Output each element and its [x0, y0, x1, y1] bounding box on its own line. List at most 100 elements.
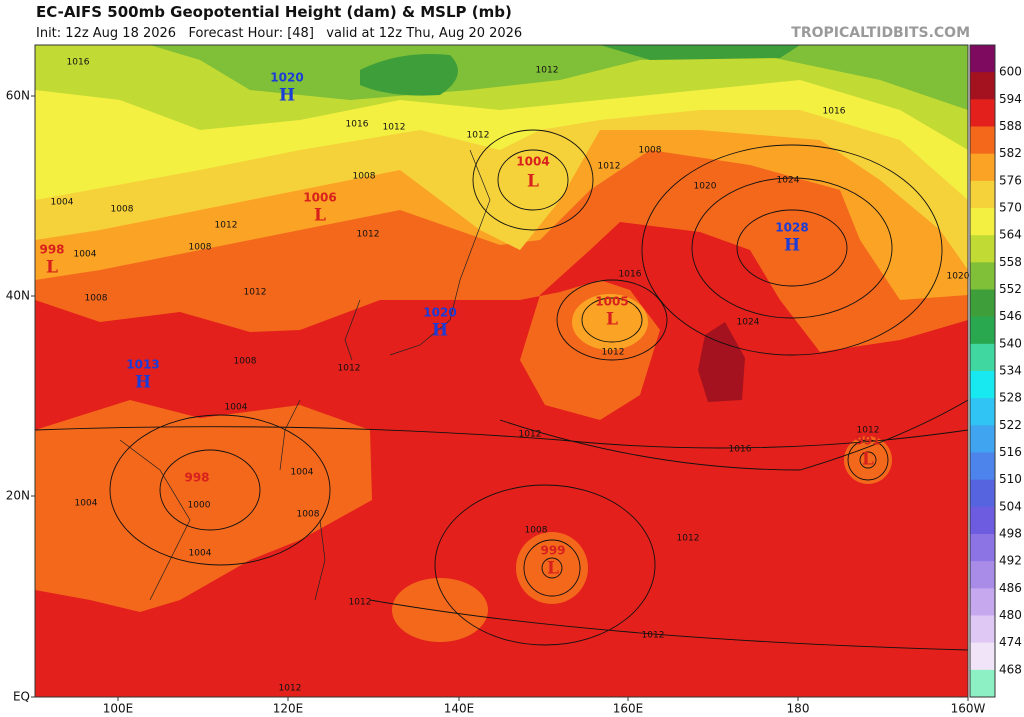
isobar-label: 1024: [777, 176, 800, 186]
isobar-label: 1016: [729, 445, 752, 455]
isobar-label: 1000: [188, 501, 211, 511]
lon-label: 160E: [613, 702, 644, 716]
isobar-label: 1008: [297, 510, 320, 520]
isobar-label: 1012: [244, 288, 267, 298]
colorbar-label: 522: [999, 418, 1022, 432]
center-pressure: 1020: [270, 71, 303, 85]
height-field: [150, 45, 968, 110]
colorbar-label: 534: [999, 364, 1022, 378]
isobar-label: 1004: [225, 403, 248, 413]
colorbar-label: 468: [999, 662, 1022, 676]
site-credit: TROPICALTIDBITS.COM: [791, 25, 970, 41]
colorbar-swatch: [970, 262, 995, 290]
isobar-label: 1008: [234, 357, 257, 367]
colorbar-label: 540: [999, 336, 1022, 350]
colorbar-swatch: [970, 343, 995, 372]
isobar-label: 1012: [857, 426, 880, 436]
center-letter: H: [432, 321, 448, 341]
center-pressure: 1004: [516, 155, 549, 169]
isobar-label: 1016: [346, 120, 369, 130]
lon-label: 120E: [273, 702, 304, 716]
colorbar-swatch: [970, 479, 995, 508]
isobar-label: 1012: [602, 348, 625, 358]
center-pressure: 998: [39, 243, 64, 257]
colorbar-swatch: [970, 561, 995, 589]
center-pressure: 1006: [303, 191, 336, 205]
center-letter: H: [784, 236, 800, 256]
colorbar-swatch: [970, 642, 995, 671]
colorbar-label: 564: [999, 228, 1022, 242]
colorbar-label: 546: [999, 309, 1022, 323]
center-pressure: 999: [540, 544, 565, 558]
colorbar-label: 480: [999, 608, 1022, 622]
isobar-label: 1008: [189, 243, 212, 253]
lat-label: 60N: [6, 89, 30, 103]
isobars: [35, 129, 968, 651]
isobar-label: 1012: [642, 631, 665, 641]
colorbar-swatch: [970, 316, 995, 345]
isobar-label: 1004: [51, 198, 74, 208]
height-field: [698, 322, 745, 402]
isobar-label: 1020: [694, 182, 717, 192]
colorbar-swatch: [970, 534, 995, 562]
isobar-label: 1016: [67, 58, 90, 68]
colorbar-swatch: [970, 45, 995, 73]
colorbar-swatch: [970, 669, 995, 698]
colorbar-swatch: [970, 235, 995, 263]
colorbar-label: 576: [999, 173, 1022, 187]
colorbar-frame: [969, 44, 996, 698]
isobar-label: 1012: [519, 430, 542, 440]
height-field: [844, 436, 892, 484]
colorbar-label: 558: [999, 255, 1022, 269]
colorbar-swatch: [970, 126, 995, 155]
isobar-label: 1012: [357, 230, 380, 240]
colorbar-swatch: [970, 180, 995, 209]
colorbar-label: 552: [999, 282, 1022, 296]
colorbar-swatch: [970, 506, 995, 535]
colorbar-swatch: [970, 99, 995, 127]
colorbar-label: 588: [999, 119, 1022, 133]
isobar-label: 1016: [619, 270, 642, 280]
colorbar-label: 570: [999, 201, 1022, 215]
center-letter: L: [46, 258, 58, 278]
isobar-label: 1024: [737, 318, 760, 328]
isobar-label: 1012: [677, 534, 700, 544]
isobar-label: 1004: [291, 468, 314, 478]
isobar-label: 1012: [383, 123, 406, 133]
colorbar-label: 600: [999, 65, 1022, 79]
center-pressure: 998: [184, 471, 209, 485]
map-area: [35, 45, 968, 697]
colorbar-swatch: [970, 72, 995, 100]
isobar-label: 1008: [639, 146, 662, 156]
height-field: [360, 45, 800, 96]
colorbar-swatch: [970, 208, 995, 236]
isobar-label: 1020: [947, 272, 970, 282]
isobar-label: 1012: [279, 684, 302, 694]
colorbar-label: 582: [999, 146, 1022, 160]
map-frame: [34, 44, 969, 698]
lon-label: 140E: [444, 702, 475, 716]
isobar-label: 1012: [536, 66, 559, 76]
center-pressure: 1028: [775, 221, 808, 235]
center-letter: H: [279, 86, 295, 106]
colorbar-label: 528: [999, 391, 1022, 405]
center-letter: L: [314, 206, 326, 226]
center-pressure: 991: [855, 434, 880, 448]
colorbar-swatch: [970, 371, 995, 399]
colorbar-label: 492: [999, 554, 1022, 568]
colorbar-swatch: [970, 588, 995, 616]
lat-label: 40N: [6, 289, 30, 303]
colorbar-label: 594: [999, 92, 1022, 106]
isobar-label: 1016: [823, 107, 846, 117]
isobar-label: 1012: [349, 598, 372, 608]
coastline: [119, 149, 491, 601]
colorbar-swatch: [970, 289, 995, 318]
colorbar-swatch: [970, 398, 995, 426]
center-letter: L: [862, 450, 874, 470]
isobar-label: 1012: [467, 131, 490, 141]
lat-label: 20N: [6, 489, 30, 503]
lon-label: 100E: [103, 702, 134, 716]
height-field: [516, 532, 588, 604]
center-letter: L: [606, 310, 618, 330]
